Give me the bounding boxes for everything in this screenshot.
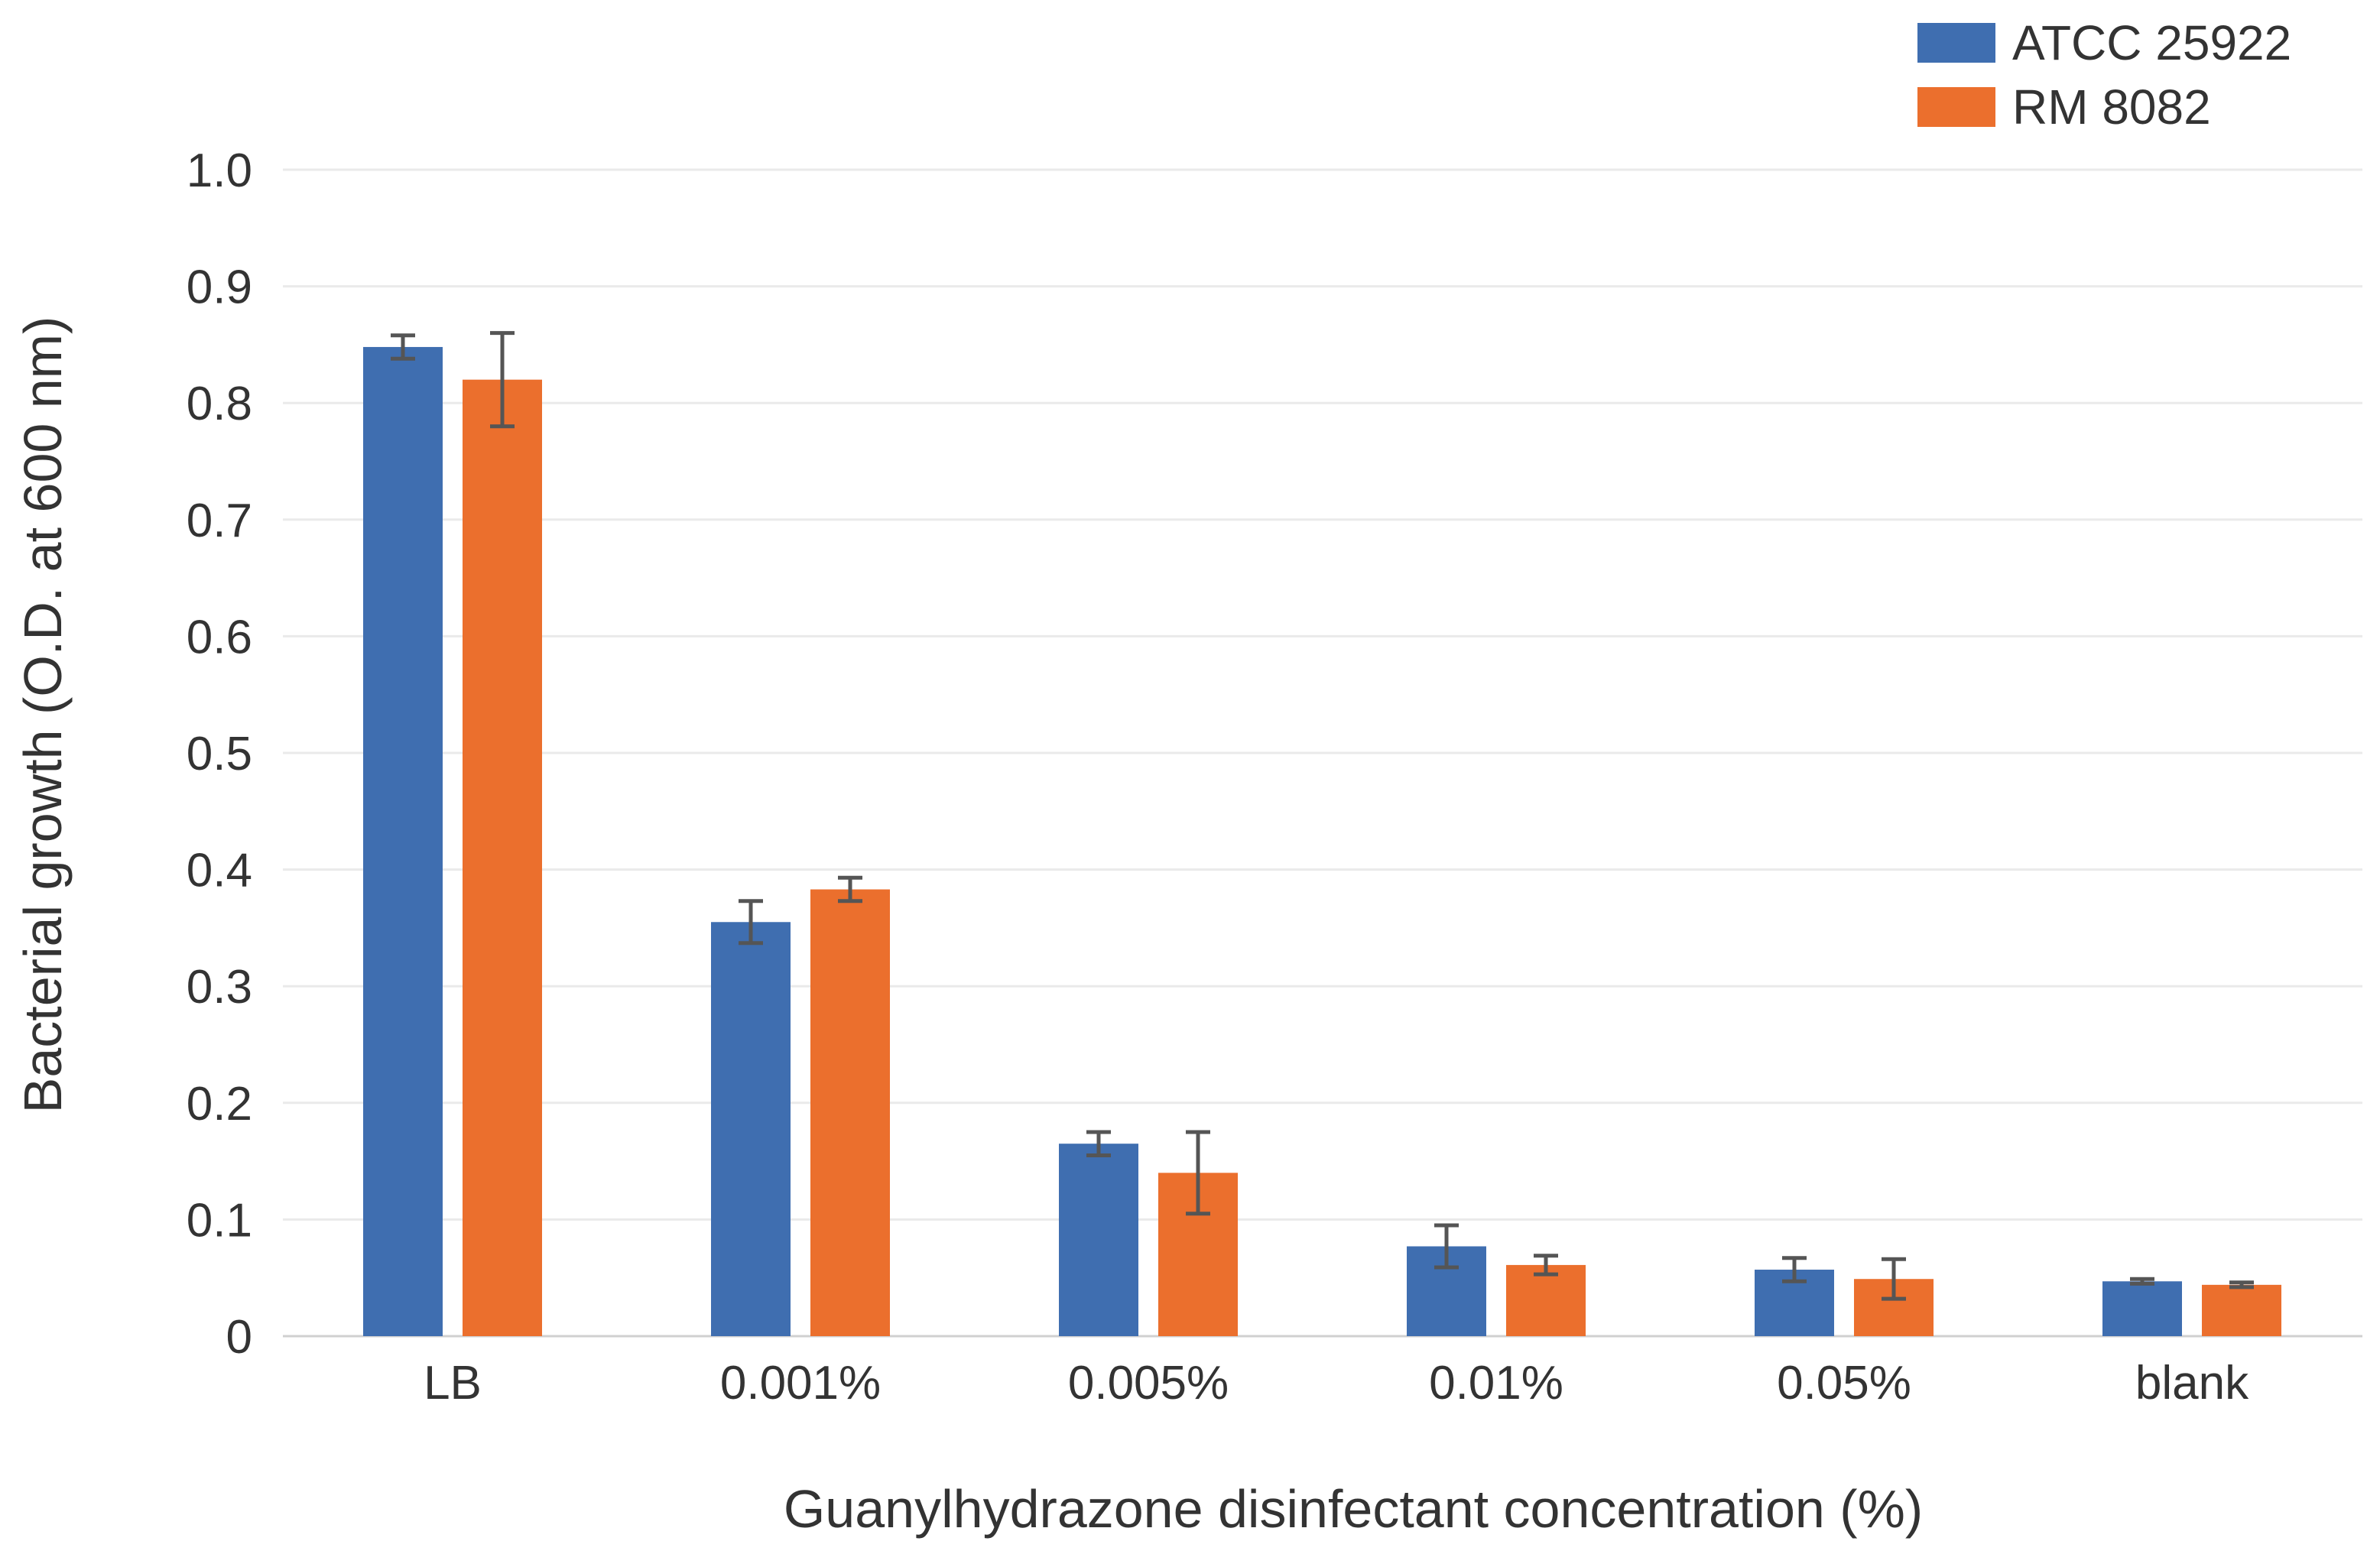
- bar-rm-8082-0: [463, 379, 542, 1337]
- y-tick-label: 0.7: [187, 495, 252, 547]
- error-bar: [1882, 1257, 1906, 1301]
- error-bar: [2229, 1280, 2254, 1290]
- bar-atcc-25922-2: [1059, 1144, 1138, 1336]
- y-tick-label: 0.9: [187, 261, 252, 314]
- x-axis-ticks: LB 0.001% 0.005% 0.01% 0.05% blank: [424, 1357, 2249, 1410]
- x-tick-label: 0.005%: [1068, 1357, 1229, 1410]
- error-bar: [739, 899, 763, 946]
- error-bar: [1782, 1256, 1807, 1283]
- x-tick-label: 0.001%: [720, 1357, 881, 1410]
- legend-label: RM 8082: [2012, 79, 2211, 135]
- y-tick-label: 0: [226, 1311, 252, 1364]
- y-tick-label: 0.8: [187, 378, 252, 430]
- error-bar: [1434, 1223, 1459, 1270]
- bar-atcc-25922-1: [711, 922, 791, 1336]
- y-tick-label: 0.2: [187, 1078, 252, 1131]
- bar-rm-8082-3: [1506, 1264, 1586, 1336]
- error-bars: [391, 331, 2254, 1301]
- y-tick-label: 0.4: [187, 845, 252, 897]
- error-bar: [490, 331, 515, 429]
- y-tick-label: 1.0: [187, 144, 252, 197]
- x-axis-title: Guanylhydrazone disinfectant concentrati…: [784, 1479, 1923, 1539]
- y-tick-label: 0.3: [187, 961, 252, 1014]
- x-tick-label: LB: [424, 1357, 482, 1410]
- bar-atcc-25922-0: [363, 346, 443, 1336]
- bar-rm-8082-1: [810, 889, 890, 1336]
- error-bar: [1086, 1130, 1111, 1157]
- y-tick-label: 0.5: [187, 728, 252, 780]
- legend-label: ATCC 25922: [2012, 15, 2291, 70]
- bars: [363, 346, 2281, 1337]
- error-bar: [391, 333, 415, 361]
- bar-rm-8082-5: [2202, 1284, 2281, 1336]
- bar-atcc-25922-5: [2102, 1281, 2182, 1336]
- error-bar: [1186, 1130, 1210, 1216]
- gridlines: [283, 168, 2362, 1338]
- x-tick-label: 0.01%: [1429, 1357, 1563, 1410]
- y-tick-label: 0.6: [187, 611, 252, 663]
- legend: ATCC 25922 RM 8082: [1917, 15, 2291, 135]
- legend-swatch: [1917, 87, 1995, 127]
- error-bar: [838, 875, 862, 904]
- y-tick-label: 0.1: [187, 1194, 252, 1247]
- x-tick-label: 0.05%: [1777, 1357, 1911, 1410]
- y-axis-title: Bacterial growth (O.D. at 600 nm): [13, 316, 73, 1114]
- y-axis-ticks: 0 0.1 0.2 0.3 0.4 0.5 0.6 0.7 0.8 0.9 1.0: [187, 144, 252, 1364]
- legend-swatch: [1917, 23, 1995, 63]
- x-tick-label: blank: [2135, 1357, 2249, 1410]
- error-bar: [1534, 1254, 1558, 1277]
- error-bar: [2130, 1277, 2154, 1286]
